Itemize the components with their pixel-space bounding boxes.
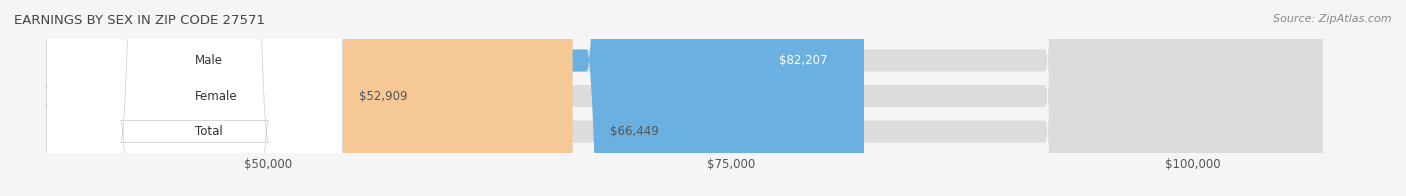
FancyBboxPatch shape bbox=[83, 0, 1323, 196]
Text: $52,909: $52,909 bbox=[360, 90, 408, 103]
FancyBboxPatch shape bbox=[83, 0, 865, 196]
Text: $82,207: $82,207 bbox=[779, 54, 827, 67]
Text: Male: Male bbox=[194, 54, 222, 67]
FancyBboxPatch shape bbox=[46, 0, 343, 196]
FancyBboxPatch shape bbox=[45, 0, 361, 196]
Text: $66,449: $66,449 bbox=[610, 125, 658, 138]
FancyBboxPatch shape bbox=[46, 0, 343, 196]
FancyBboxPatch shape bbox=[83, 0, 1323, 196]
FancyBboxPatch shape bbox=[46, 0, 343, 196]
Text: Total: Total bbox=[194, 125, 222, 138]
Text: Female: Female bbox=[194, 90, 238, 103]
Text: EARNINGS BY SEX IN ZIP CODE 27571: EARNINGS BY SEX IN ZIP CODE 27571 bbox=[14, 14, 266, 27]
FancyBboxPatch shape bbox=[83, 0, 572, 196]
Text: Source: ZipAtlas.com: Source: ZipAtlas.com bbox=[1274, 14, 1392, 24]
FancyBboxPatch shape bbox=[83, 0, 1323, 196]
